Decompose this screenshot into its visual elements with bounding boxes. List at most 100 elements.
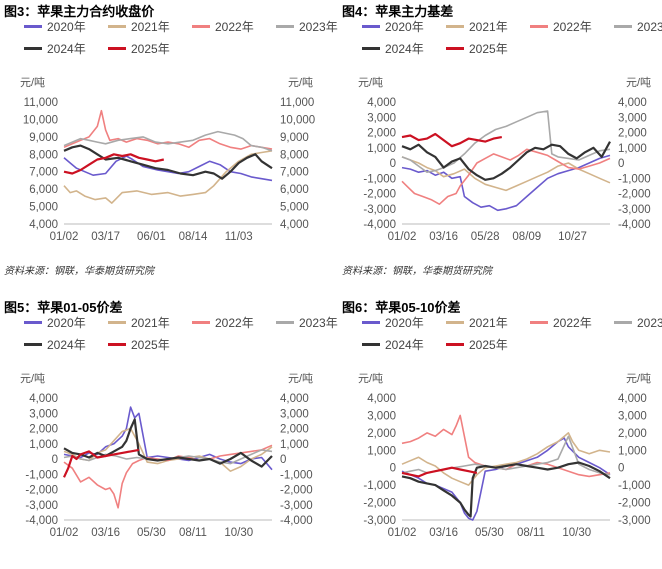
y-tick-label-right: 9,000	[280, 132, 309, 144]
y-tick-label-right: 3,000	[618, 410, 647, 422]
y-tick-label-right: 0	[618, 463, 624, 475]
legend-swatch	[614, 25, 632, 28]
legend-item-2020[interactable]: 2020年	[24, 18, 86, 35]
chart-title-prefix: 图4：	[342, 4, 376, 19]
y-tick-label-left: 0	[390, 463, 396, 475]
legend-item-2023[interactable]: 2023年	[276, 314, 338, 331]
legend-swatch	[446, 25, 464, 28]
y-tick-label-left: 0	[52, 454, 58, 466]
legend-label: 2021年	[469, 20, 508, 34]
y-tick-label-right: 4,000	[280, 393, 309, 405]
legend-label: 2022年	[215, 20, 254, 34]
legend-item-2021[interactable]: 2021年	[446, 314, 508, 331]
legend-label: 2020年	[385, 316, 424, 330]
legend-label: 2020年	[47, 20, 86, 34]
legend-label: 2025年	[131, 42, 170, 56]
x-tick-label: 05/28	[471, 231, 500, 243]
chart-plot: 11,000 11,000 10,000 10,000 9,000 9,000 8,000 8…	[23, 97, 315, 243]
chart-title-prefix: 图3：	[4, 4, 38, 19]
y-tick-label-right: 3,000	[280, 408, 309, 420]
y-tick-label-right: 1,000	[618, 143, 647, 155]
chart-title-prefix: 图6：	[342, 300, 376, 315]
legend-label: 2021年	[131, 20, 170, 34]
legend-item-2020[interactable]: 2020年	[362, 314, 424, 331]
y-tick-label-right: 1,000	[618, 445, 647, 457]
chart-title-text: 苹果主力合约收盘价	[37, 4, 155, 19]
chart-title: 图6：苹果05-10价差	[342, 297, 460, 316]
legend-label: 2023年	[299, 316, 338, 330]
legend-item-2024[interactable]: 2024年	[24, 336, 86, 353]
legend-swatch	[446, 321, 464, 324]
y-tick-label-left: -1,000	[25, 469, 58, 481]
legend-item-2022[interactable]: 2022年	[530, 314, 592, 331]
legend-label: 2022年	[215, 316, 254, 330]
legend-item-2020[interactable]: 2020年	[362, 18, 424, 35]
y-tick-label-right: 4,000	[618, 393, 647, 405]
y-tick-label-left: 3,000	[29, 408, 58, 420]
legend-label: 2024年	[385, 338, 424, 352]
legend-item-2024[interactable]: 2024年	[362, 336, 424, 353]
legend-item-2024[interactable]: 2024年	[24, 40, 86, 57]
y-tick-label-right: -2,000	[280, 485, 313, 497]
legend-swatch	[614, 321, 632, 324]
chart-title-text: 苹果01-05价差	[37, 300, 123, 315]
y-tick-label-left: 4,000	[29, 393, 58, 405]
series-line-2025	[401, 466, 478, 478]
legend-swatch	[108, 25, 126, 28]
y-tick-label-left: 4,000	[29, 219, 58, 231]
legend-item-2025[interactable]: 2025年	[108, 336, 170, 353]
legend-label: 2022年	[553, 20, 592, 34]
x-tick-label: 08/14	[179, 231, 208, 243]
unit-label-right: 元/吨	[288, 373, 314, 385]
legend-swatch	[446, 47, 464, 50]
y-tick-label-right: -1,000	[618, 480, 651, 492]
legend-item-2024[interactable]: 2024年	[362, 40, 424, 57]
y-tick-label-right: -3,000	[618, 204, 651, 216]
legend-swatch	[276, 321, 294, 324]
y-tick-label-left: -1,000	[363, 480, 396, 492]
legend-item-2022[interactable]: 2022年	[192, 18, 254, 35]
y-tick-label-right: -3,000	[280, 500, 313, 512]
legend-item-2025[interactable]: 2025年	[108, 40, 170, 57]
legend-item-2021[interactable]: 2021年	[108, 314, 170, 331]
legend-item-2022[interactable]: 2022年	[530, 18, 592, 35]
legend-swatch	[24, 343, 42, 346]
y-tick-label-left: -2,000	[363, 189, 396, 201]
series-line-2021	[63, 427, 273, 472]
y-tick-label-right: -2,000	[618, 189, 651, 201]
legend-item-2025[interactable]: 2025年	[446, 40, 508, 57]
unit-label-right: 元/吨	[626, 77, 652, 89]
legend-item-2022[interactable]: 2022年	[192, 314, 254, 331]
legend-item-2023[interactable]: 2023年	[614, 314, 662, 331]
series-line-2023	[401, 435, 611, 476]
legend-item-2023[interactable]: 2023年	[276, 18, 338, 35]
legend-swatch	[192, 321, 210, 324]
legend-swatch	[24, 47, 42, 50]
unit-label-left: 元/吨	[20, 373, 46, 385]
y-tick-label-left: 11,000	[24, 97, 58, 109]
legend-label: 2021年	[131, 316, 170, 330]
series-line-2022	[401, 148, 611, 205]
legend-item-2021[interactable]: 2021年	[108, 18, 170, 35]
legend-label: 2024年	[385, 42, 424, 56]
series-line-2024	[401, 461, 611, 518]
legend-item-2020[interactable]: 2020年	[24, 314, 86, 331]
y-tick-label-left: -4,000	[363, 219, 396, 231]
y-tick-label-left: -3,000	[363, 515, 396, 527]
legend-item-2021[interactable]: 2021年	[446, 18, 508, 35]
y-tick-label-right: 4,000	[280, 219, 309, 231]
x-tick-label: 10/27	[558, 231, 587, 243]
series-line-2023	[63, 130, 273, 152]
y-tick-label-left: 6,000	[29, 184, 58, 196]
y-tick-label-left: 4,000	[367, 97, 396, 109]
y-tick-label-right: 7,000	[280, 167, 309, 179]
legend-item-2023[interactable]: 2023年	[614, 18, 662, 35]
legend-item-2025[interactable]: 2025年	[446, 336, 508, 353]
chart-plot: 4,000 4,000 3,000 3,000 2,000 2,000 1,000 1,000…	[25, 393, 313, 539]
legend-swatch	[362, 25, 380, 28]
series-line-2025	[401, 132, 502, 148]
x-tick-label: 10/30	[562, 527, 591, 539]
y-tick-label-right: 10,000	[280, 114, 315, 126]
x-tick-label: 11/03	[225, 231, 253, 243]
